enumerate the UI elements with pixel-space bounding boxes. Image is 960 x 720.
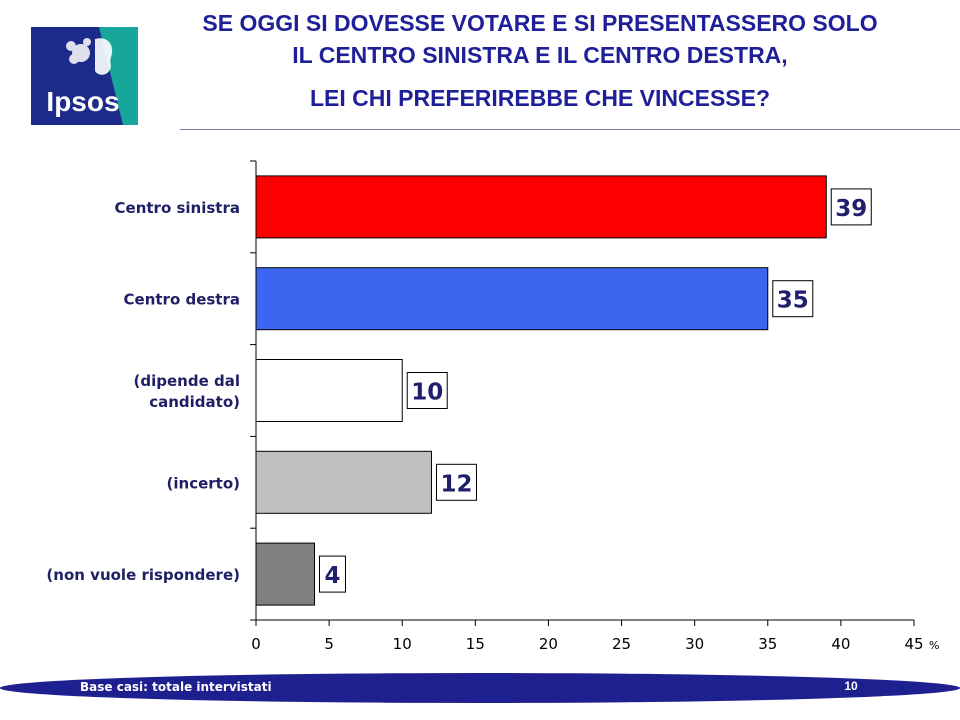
x-tick-label: 20 xyxy=(539,635,558,653)
data-label-box xyxy=(435,463,477,501)
bar-chart: 0 5 10 15 20 25 30 35 40 45 % 39 Centro sinistra 35 Ce… xyxy=(46,160,939,653)
category-label: Centro destra xyxy=(124,291,240,309)
footer-bar xyxy=(0,673,960,703)
x-tick-label: 5 xyxy=(324,635,334,653)
bar-3 xyxy=(255,450,432,514)
bar-4 xyxy=(255,542,315,606)
x-tick-label: 15 xyxy=(466,635,485,653)
x-tick-label: 40 xyxy=(831,635,850,653)
data-label-box xyxy=(830,188,872,226)
title-line-3: LEI CHI PREFERIREBBE CHE VINCESSE? xyxy=(309,85,771,111)
category-label: Centro sinistra xyxy=(115,199,240,217)
footer-base-note: Base casi: totale intervistati xyxy=(80,680,272,694)
category-label: candidato) xyxy=(149,393,240,411)
ipsos-logo: Ipsos xyxy=(31,27,138,125)
bar-1 xyxy=(255,267,769,331)
data-label-box xyxy=(772,280,814,318)
title-divider xyxy=(180,129,960,130)
category-label: (incerto) xyxy=(167,474,240,492)
data-label: 35 xyxy=(777,288,809,314)
title-line-2: IL CENTRO SINISTRA E IL CENTRO DESTRA, xyxy=(292,42,788,68)
x-tick-label: 35 xyxy=(758,635,777,653)
page-number: 10 xyxy=(844,679,858,693)
data-label: 12 xyxy=(440,471,472,497)
data-label: 4 xyxy=(324,563,340,589)
title-line-1: SE OGGI SI DOVESSE VOTARE E SI PRESENTAS… xyxy=(202,10,878,36)
bar-2 xyxy=(255,359,403,422)
category-label: (non vuole rispondere) xyxy=(46,566,240,584)
x-tick-label: 25 xyxy=(612,635,631,653)
x-tick-label: 0 xyxy=(251,635,261,653)
x-tick-label: 30 xyxy=(685,635,704,653)
x-tick-label: 45 xyxy=(904,635,923,653)
x-tick-label: 10 xyxy=(393,635,412,653)
logo-text: Ipsos xyxy=(46,86,119,117)
category-label: (dipende dal xyxy=(134,372,240,390)
data-label-box xyxy=(406,372,448,409)
x-unit-label: % xyxy=(929,639,939,652)
data-label-box xyxy=(318,555,346,593)
data-label: 10 xyxy=(411,380,443,406)
bar-0 xyxy=(255,175,827,239)
data-label: 39 xyxy=(835,196,867,222)
